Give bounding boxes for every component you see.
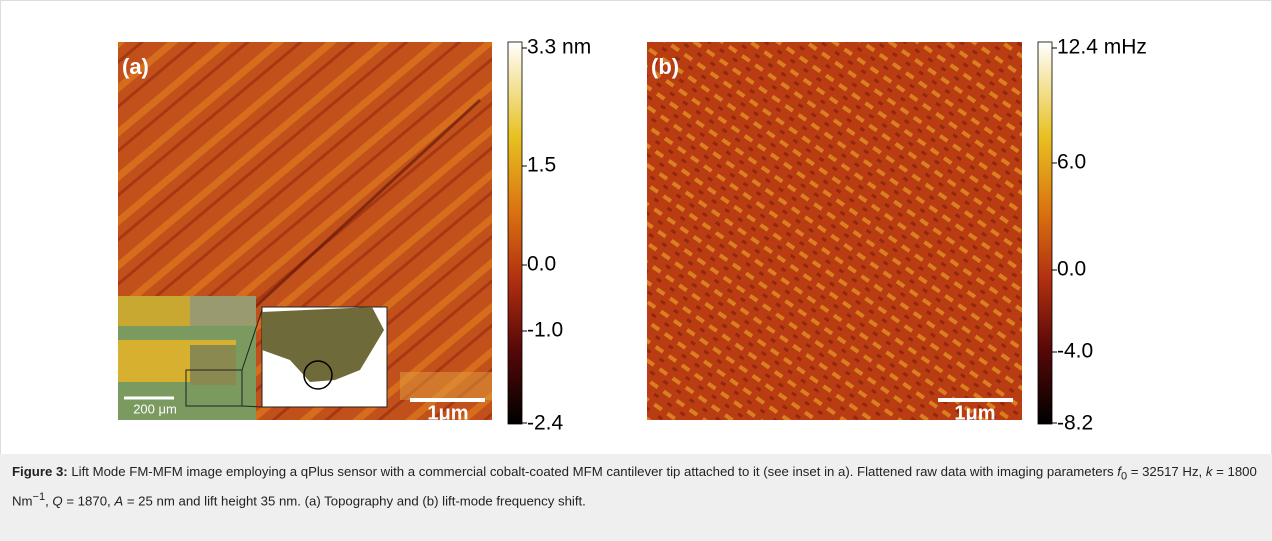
caption: Figure 3: Lift Mode FM-MFM image employi… <box>0 454 1272 541</box>
caption-text: , <box>45 493 53 509</box>
colorbar-ticks <box>522 47 527 424</box>
figure: (a) 200 μm 1μm 3.3 nm 1.5 0.0 -1.0 -2.4 … <box>0 0 1272 454</box>
scale-bar-label: 1μm <box>954 402 995 424</box>
colorbar-ticks <box>1052 47 1057 424</box>
caption-label: Figure 3: <box>12 464 68 479</box>
image-feature <box>400 372 492 400</box>
colorbar-tick-label: 0.0 <box>1057 258 1086 281</box>
inset-photo <box>118 296 388 420</box>
colorbar-tick-label: 12.4 mHz <box>1057 36 1147 59</box>
panel-label: (a) <box>122 54 149 79</box>
panel-label: (b) <box>651 54 679 79</box>
caption-text: = 32517 Hz, <box>1127 464 1206 479</box>
caption-text: = 25 nm and lift height 35 nm. (a) Topog… <box>123 493 586 509</box>
caption-var: f <box>1117 464 1121 479</box>
colorbar-tick-label: 1.5 <box>527 154 556 177</box>
colorbar-tick-label: -1.0 <box>527 319 563 342</box>
caption-sup: −1 <box>32 490 46 503</box>
colorbar-tick-label: -8.2 <box>1057 412 1093 435</box>
caption-text: = 1870, <box>62 493 115 509</box>
caption-text: Lift Mode FM-MFM image employing a qPlus… <box>67 464 1118 479</box>
colorbar <box>507 41 523 425</box>
colorbar-tick-label: -2.4 <box>527 412 564 435</box>
frequency-shift-image <box>647 42 1022 420</box>
scale-bar-label: 1μm <box>427 402 468 424</box>
caption-var: k <box>1205 464 1213 479</box>
image-feature <box>228 98 482 332</box>
colorbar-tick-label: 3.3 nm <box>527 36 591 59</box>
caption-sub: 0 <box>1120 470 1128 483</box>
inset-scale-bar-label: 200 μm <box>133 401 177 416</box>
caption-var: Q <box>52 493 63 509</box>
caption-var: A <box>114 493 124 509</box>
colorbar-tick-label: 0.0 <box>527 253 556 276</box>
colorbar <box>1037 41 1053 425</box>
colorbar-tick-label: 6.0 <box>1057 151 1086 174</box>
caption-text: = 1800 Nm <box>12 464 1257 509</box>
colorbar-tick-label: -4.0 <box>1057 340 1093 363</box>
